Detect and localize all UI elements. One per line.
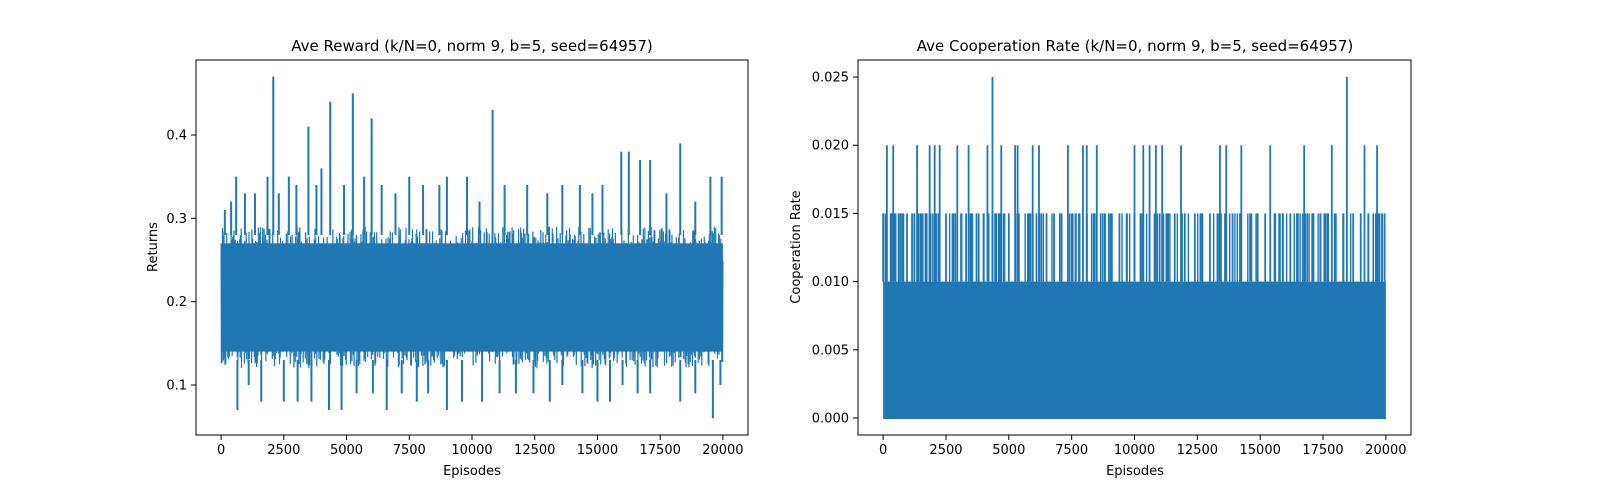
reward-x-tick-label: 2500 xyxy=(267,443,300,458)
cooperation-y-tick-label: 0.020 xyxy=(812,139,849,154)
reward-plot-area xyxy=(220,76,724,419)
cooperation-x-tick-label: 2500 xyxy=(929,443,962,458)
reward-y-tick-label: 0.3 xyxy=(166,212,187,227)
reward-x-tick-label: 17500 xyxy=(640,443,681,458)
cooperation-x-tick-label: 10000 xyxy=(1114,443,1155,458)
cooperation-x-tick-label: 12500 xyxy=(1177,443,1218,458)
cooperation-y-tick-label: 0.000 xyxy=(812,411,849,426)
reward-y-axis-label: Returns xyxy=(146,222,161,272)
reward-x-tick-label: 7500 xyxy=(393,443,426,458)
reward-x-axis-label: Episodes xyxy=(443,464,501,479)
cooperation-x-tick-label: 15000 xyxy=(1240,443,1281,458)
cooperation-y-tick-label: 0.025 xyxy=(812,71,849,86)
reward-x-tick-label: 15000 xyxy=(577,443,618,458)
reward-chart-title: Ave Reward (k/N=0, norm 9, b=5, seed=649… xyxy=(291,37,653,55)
cooperation-y-tick-label: 0.015 xyxy=(812,207,849,222)
reward-y-tick-label: 0.2 xyxy=(166,295,187,310)
cooperation-x-ticks: 0 2500 5000 7500 10000 12500 15000 17500 20000 xyxy=(879,435,1407,458)
cooperation-y-tick-label: 0.010 xyxy=(812,275,849,290)
cooperation-y-ticks: 0.000 0.005 0.010 0.015 0.020 0.025 xyxy=(812,71,858,426)
cooperation-x-tick-label: 7500 xyxy=(1055,443,1088,458)
cooperation-x-tick-label: 20000 xyxy=(1365,443,1406,458)
cooperation-x-tick-label: 17500 xyxy=(1302,443,1343,458)
reward-x-tick-label: 10000 xyxy=(451,443,492,458)
cooperation-x-axis-label: Episodes xyxy=(1106,464,1164,479)
reward-subplot: Ave Reward (k/N=0, norm 9, b=5, seed=649… xyxy=(146,37,749,479)
reward-y-tick-label: 0.4 xyxy=(166,129,187,144)
cooperation-series-fill xyxy=(883,281,1386,418)
cooperation-plot-area xyxy=(882,77,1386,419)
cooperation-x-tick-label: 5000 xyxy=(992,443,1025,458)
reward-x-tick-label: 12500 xyxy=(514,443,555,458)
reward-x-ticks: 0 2500 5000 7500 10000 12500 15000 17500 20000 xyxy=(217,435,744,458)
cooperation-y-axis-label: Cooperation Rate xyxy=(789,190,804,303)
reward-x-tick-label: 0 xyxy=(217,443,225,458)
cooperation-subplot: Ave Cooperation Rate (k/N=0, norm 9, b=5… xyxy=(789,37,1412,479)
reward-y-ticks: 0.1 0.2 0.3 0.4 xyxy=(166,129,196,394)
reward-x-tick-label: 20000 xyxy=(702,443,743,458)
reward-y-tick-label: 0.1 xyxy=(166,379,187,394)
cooperation-x-tick-label: 0 xyxy=(879,443,887,458)
reward-x-tick-label: 5000 xyxy=(330,443,363,458)
reward-series-core xyxy=(221,243,723,352)
cooperation-y-tick-label: 0.005 xyxy=(812,343,849,358)
cooperation-chart-title: Ave Cooperation Rate (k/N=0, norm 9, b=5… xyxy=(917,37,1353,55)
